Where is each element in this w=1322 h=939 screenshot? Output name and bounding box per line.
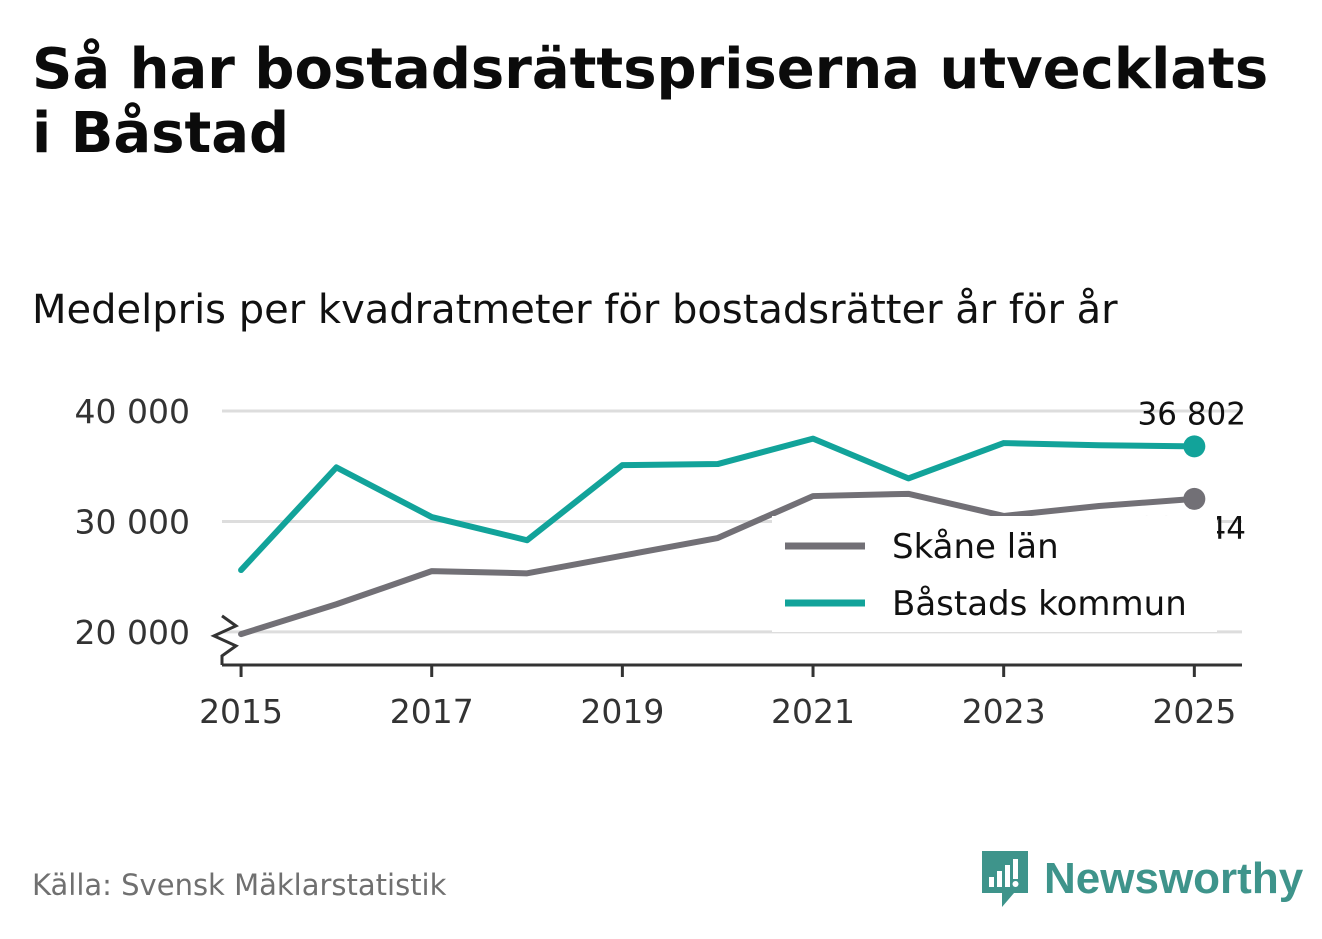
legend-label: Båstads kommun (892, 584, 1187, 624)
series-line-skane (238, 490, 1198, 638)
y-tick-label: 20 000 (75, 613, 190, 652)
x-tick-label: 2023 (962, 692, 1046, 731)
page-title: Så har bostadsrättspriserna utvecklats i… (32, 37, 1269, 166)
line-chart: 20 000 30 000 40 000 2015 2017 2019 2021 2023 20… (75, 392, 1246, 731)
brand-logo: Newsworthy (980, 849, 1303, 909)
series-end-point (1183, 435, 1206, 458)
x-tick-label: 2025 (1152, 692, 1236, 731)
x-tick-label: 2021 (771, 692, 855, 731)
x-tick-label: 2019 (580, 692, 664, 731)
y-tick-label: 40 000 (75, 392, 190, 431)
axis-break-symbol (210, 614, 239, 665)
x-tick-label: 2015 (199, 692, 283, 731)
end-value-label-overlay: 32 044 (1138, 511, 1246, 547)
source-note: Källa: Svensk Mäklarstatistik (32, 868, 447, 902)
end-value-label: 36 802 (1138, 396, 1246, 432)
legend-background (772, 516, 1217, 632)
y-tick-label: 30 000 (75, 502, 190, 541)
series-end-point (1183, 487, 1206, 510)
chart-subtitle: Medelpris per kvadratmeter för bostadsrä… (32, 287, 1118, 333)
x-tick-label: 2017 (390, 692, 474, 731)
brand-name: Newsworthy (1044, 854, 1304, 903)
bar-chart-speech-bubble-icon (982, 851, 1028, 907)
series-line-bastad (238, 435, 1198, 574)
legend: Skåne län Båstads kommun (772, 516, 1217, 632)
legend-label: Skåne län (892, 527, 1059, 567)
